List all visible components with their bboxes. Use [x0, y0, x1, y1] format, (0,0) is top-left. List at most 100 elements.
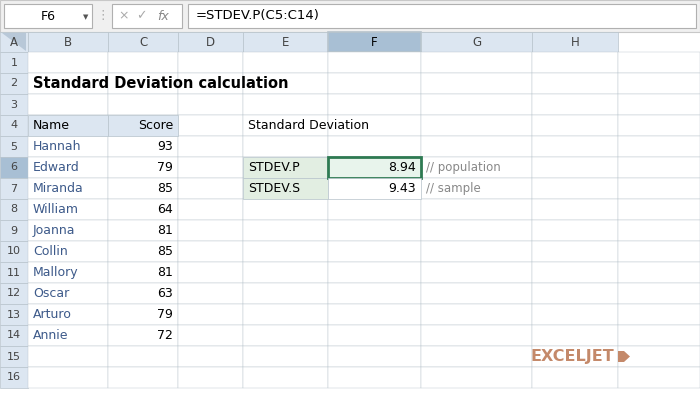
Bar: [178, 94, 243, 115]
Text: Hannah: Hannah: [33, 140, 81, 153]
Text: F6: F6: [41, 10, 55, 22]
Bar: [421, 73, 532, 94]
Text: 9: 9: [10, 226, 18, 236]
Text: 81: 81: [157, 266, 173, 279]
Bar: [532, 157, 618, 178]
Text: ×: ×: [119, 10, 130, 22]
Text: F: F: [371, 36, 378, 48]
Bar: [108, 367, 178, 388]
Bar: [243, 178, 328, 199]
Bar: [328, 304, 421, 325]
Text: 4: 4: [10, 120, 18, 130]
Text: Joanna: Joanna: [33, 224, 76, 237]
Text: D: D: [206, 36, 215, 48]
Text: C: C: [139, 36, 147, 48]
Bar: [532, 262, 618, 283]
Bar: [108, 304, 178, 325]
Bar: [328, 178, 421, 199]
Text: 8: 8: [10, 204, 18, 214]
Bar: [243, 325, 328, 346]
Text: Mallory: Mallory: [33, 266, 78, 279]
Bar: [618, 199, 700, 220]
Bar: [0, 157, 28, 178]
Text: Name: Name: [33, 119, 70, 132]
Bar: [108, 220, 178, 241]
Text: Collin: Collin: [33, 245, 68, 258]
Text: E: E: [282, 36, 289, 48]
Bar: [0, 136, 28, 157]
Text: 93: 93: [158, 140, 173, 153]
Bar: [421, 262, 532, 283]
Text: STDEV.S: STDEV.S: [248, 182, 300, 195]
Bar: [28, 241, 108, 262]
Bar: [178, 199, 243, 220]
Bar: [28, 220, 108, 241]
FancyArrow shape: [618, 351, 630, 362]
Text: William: William: [33, 203, 79, 216]
Text: 2: 2: [10, 78, 18, 88]
Text: ⋮: ⋮: [97, 10, 109, 22]
Bar: [243, 52, 328, 73]
Bar: [28, 94, 108, 115]
Bar: [618, 283, 700, 304]
Bar: [618, 304, 700, 325]
Bar: [421, 220, 532, 241]
Text: 13: 13: [7, 310, 21, 320]
Bar: [108, 115, 178, 136]
Text: 85: 85: [157, 182, 173, 195]
Bar: [0, 0, 700, 32]
Text: Miranda: Miranda: [33, 182, 84, 195]
Bar: [0, 52, 28, 73]
Bar: [618, 52, 700, 73]
Bar: [178, 283, 243, 304]
Bar: [243, 136, 328, 157]
Bar: [188, 4, 696, 28]
Bar: [0, 325, 28, 346]
Bar: [243, 157, 328, 178]
Bar: [532, 52, 618, 73]
Text: EXCELJET: EXCELJET: [530, 349, 614, 364]
Text: 11: 11: [7, 268, 21, 278]
Bar: [28, 32, 108, 52]
Bar: [532, 367, 618, 388]
Bar: [178, 73, 243, 94]
Bar: [532, 32, 618, 52]
Bar: [243, 115, 328, 136]
Bar: [178, 241, 243, 262]
Bar: [328, 73, 421, 94]
Bar: [178, 32, 243, 52]
Bar: [328, 367, 421, 388]
Bar: [0, 178, 28, 199]
Bar: [618, 220, 700, 241]
Text: 8.94: 8.94: [389, 161, 416, 174]
Bar: [108, 94, 178, 115]
Bar: [178, 157, 243, 178]
Bar: [178, 115, 243, 136]
Text: 79: 79: [157, 161, 173, 174]
Bar: [532, 241, 618, 262]
Bar: [108, 262, 178, 283]
Bar: [0, 304, 28, 325]
Bar: [0, 283, 28, 304]
Bar: [328, 346, 421, 367]
Text: 63: 63: [158, 287, 173, 300]
Bar: [618, 178, 700, 199]
Bar: [328, 199, 421, 220]
Bar: [108, 178, 178, 199]
Bar: [28, 262, 108, 283]
Text: STDEV.P: STDEV.P: [248, 161, 300, 174]
Bar: [532, 73, 618, 94]
Bar: [328, 136, 421, 157]
Text: ✓: ✓: [136, 10, 146, 22]
Bar: [0, 94, 28, 115]
Bar: [421, 304, 532, 325]
Text: Annie: Annie: [33, 329, 69, 342]
Bar: [243, 304, 328, 325]
Bar: [532, 304, 618, 325]
Bar: [618, 115, 700, 136]
Bar: [243, 178, 328, 199]
Bar: [0, 220, 28, 241]
Bar: [328, 262, 421, 283]
Bar: [328, 220, 421, 241]
Text: // population: // population: [426, 161, 500, 174]
